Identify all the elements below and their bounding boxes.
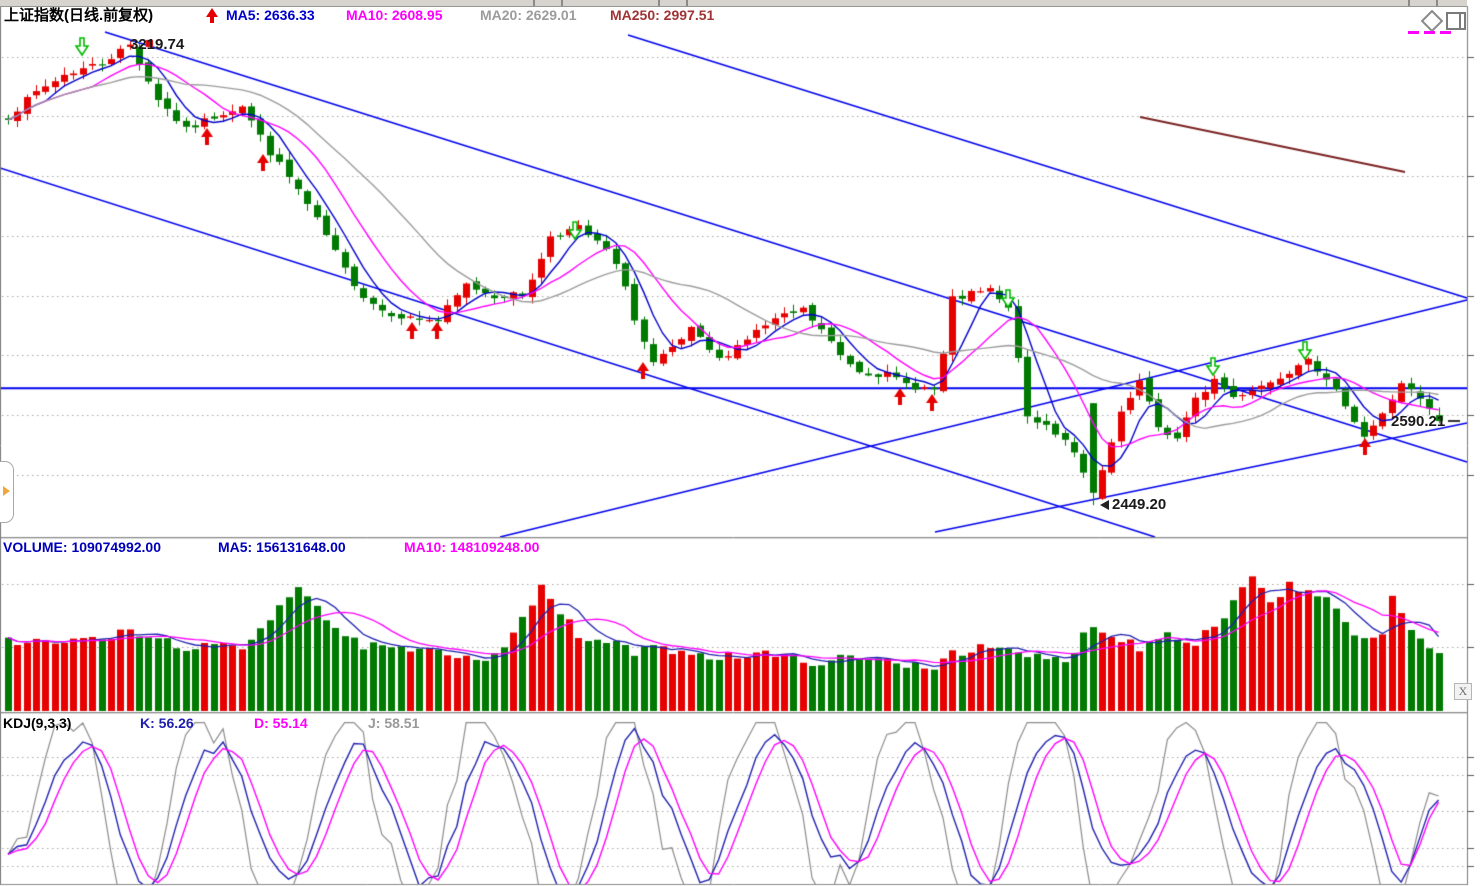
ma10-dash-decoration — [1440, 31, 1451, 34]
toolbar-separator — [686, 0, 688, 6]
trend-up-icon — [206, 8, 218, 23]
symbol-title: 上证指数(日线.前复权) — [4, 7, 154, 24]
kdj-k-legend: K: 56.26 — [140, 715, 194, 731]
toolbar-bottom-strip — [0, 0, 1467, 7]
ma10-dash-decoration — [1424, 31, 1435, 34]
window-layout-icon-divider — [1459, 14, 1461, 28]
kdj-j-legend: J: 58.51 — [368, 715, 420, 731]
trough-pointer-icon — [1100, 500, 1109, 510]
volume-legend: VOLUME: 109074992.00 — [3, 539, 161, 555]
toolbar-separator — [1408, 0, 1410, 6]
legend-ma5: MA5: 2636.33 — [226, 7, 315, 23]
close-indicator-button[interactable]: X — [1454, 683, 1472, 700]
toolbar-separator — [1436, 0, 1438, 6]
toolbar-separator — [561, 0, 563, 6]
ma10-dash-decoration — [1408, 31, 1419, 34]
last-price-label: 2590.21 — [1391, 413, 1446, 430]
volume-ma10-legend: MA10: 148109248.00 — [404, 539, 540, 555]
kdj-label: KDJ(9,3,3) — [3, 715, 72, 731]
legend-ma10: MA10: 2608.95 — [346, 7, 443, 23]
window-layout-icon[interactable] — [1446, 12, 1466, 30]
legend-ma20: MA20: 2629.01 — [480, 7, 577, 23]
toolbar-separator — [533, 0, 535, 6]
expand-arrow-icon — [3, 486, 10, 496]
peak-price-label: 3219.74 — [130, 36, 185, 53]
legend-ma250: MA250: 2997.51 — [610, 7, 715, 23]
sidebar-expand-tab[interactable] — [0, 461, 14, 523]
kdj-d-legend: D: 55.14 — [254, 715, 308, 731]
volume-ma5-legend: MA5: 156131648.00 — [218, 539, 346, 555]
trough-price-label: 2449.20 — [1112, 496, 1167, 513]
toolbar-separator — [658, 0, 660, 6]
